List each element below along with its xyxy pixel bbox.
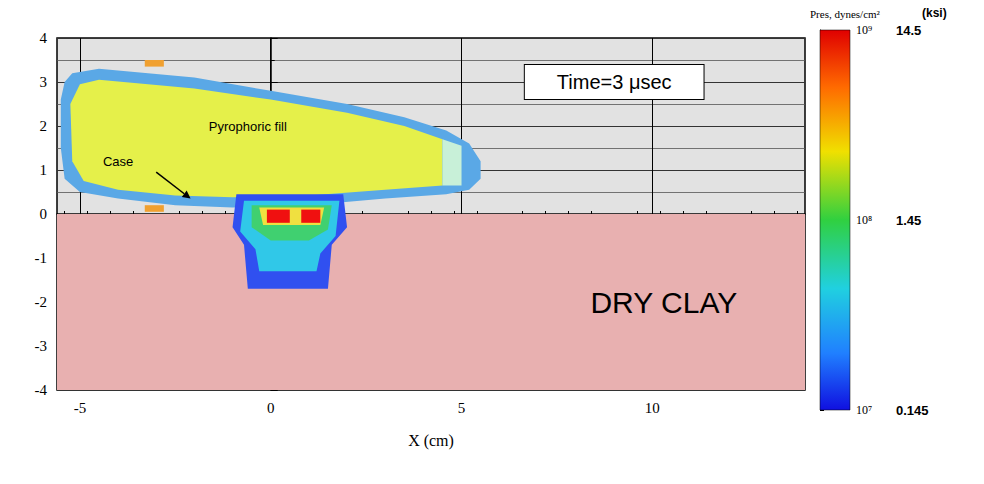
svg-text:0: 0	[267, 400, 275, 416]
svg-text:Time=3 μsec: Time=3 μsec	[557, 71, 672, 93]
svg-text:-3: -3	[35, 338, 48, 354]
svg-text:Pyrophoric fill: Pyrophoric fill	[209, 119, 287, 134]
svg-text:-2: -2	[35, 294, 48, 310]
svg-text:X (cm): X (cm)	[408, 432, 454, 450]
svg-text:Case: Case	[103, 154, 133, 169]
svg-text:-4: -4	[35, 382, 48, 398]
svg-text:4: 4	[40, 30, 48, 46]
svg-text:14.5: 14.5	[896, 23, 921, 38]
svg-text:3: 3	[40, 74, 48, 90]
svg-text:Pres, dynes/cm²: Pres, dynes/cm²	[810, 8, 881, 20]
svg-text:(ksi): (ksi)	[922, 6, 947, 20]
svg-text:1.45: 1.45	[896, 213, 921, 228]
svg-text:5: 5	[458, 400, 466, 416]
svg-text:0: 0	[40, 206, 48, 222]
svg-text:2: 2	[40, 118, 48, 134]
svg-text:0.145: 0.145	[896, 403, 929, 418]
svg-text:1: 1	[40, 162, 48, 178]
svg-text:-5: -5	[74, 400, 87, 416]
svg-text:DRY CLAY: DRY CLAY	[590, 286, 737, 319]
svg-text:10⁸: 10⁸	[856, 213, 872, 227]
svg-text:10⁷: 10⁷	[856, 403, 872, 417]
svg-text:10⁹: 10⁹	[856, 23, 872, 37]
svg-text:10: 10	[645, 400, 660, 416]
svg-text:-1: -1	[35, 250, 48, 266]
